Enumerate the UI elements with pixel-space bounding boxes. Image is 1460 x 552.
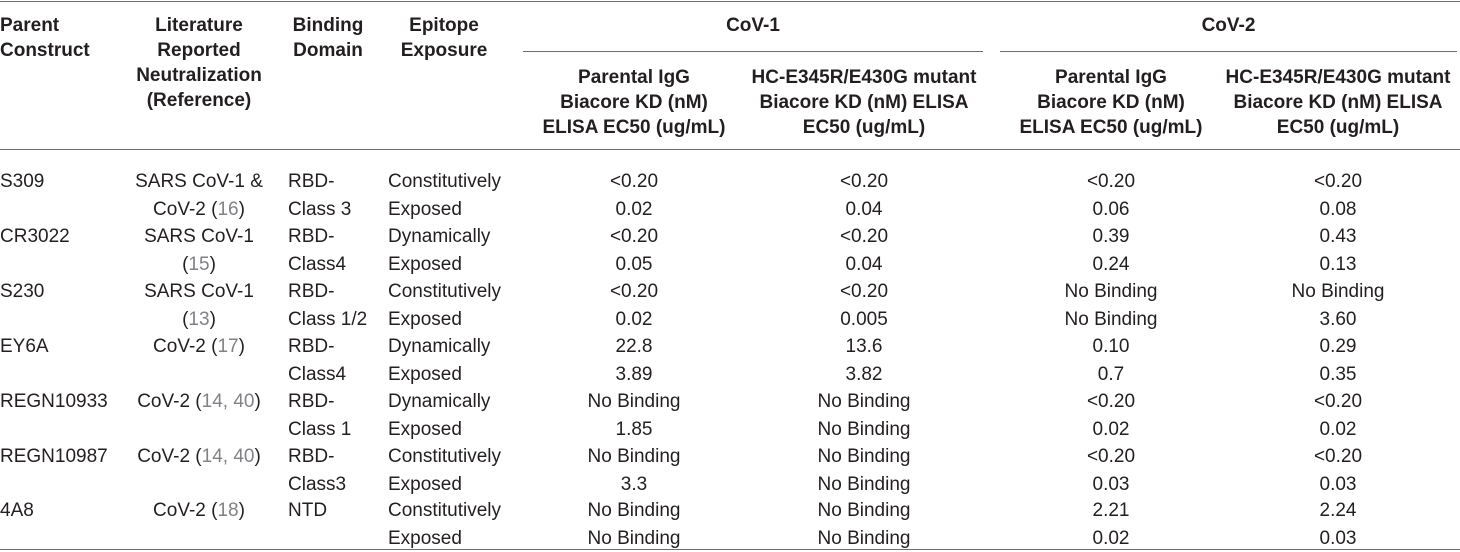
domain-cell: RBD- Class4 (288, 336, 347, 385)
literature-cell: CoV-2 (17) (153, 336, 245, 357)
cov2-group-rule (1000, 51, 1457, 52)
exposure-cell: Constitutively Exposed (388, 171, 501, 220)
cov1-mutant-cell: <0.20 0.005 (839, 281, 889, 330)
literature-cell: SARS CoV-1 (13) (144, 281, 254, 330)
cov2-parental-cell: 0.10 0.7 (1092, 336, 1130, 385)
literature-cell: CoV-2 (18) (153, 500, 245, 521)
domain-cell: RBD- Class 1 (288, 391, 352, 440)
exposure-cell: Constitutively Exposed (388, 500, 501, 549)
exposure-cell: Dynamically Exposed (388, 391, 491, 440)
cov2-mutant-cell: No Binding 3.60 (1291, 281, 1385, 330)
construct-cell: 4A8 (0, 500, 34, 521)
header-binding-domain: Binding Domain (292, 15, 364, 61)
cov2-parental-cell: <0.20 0.06 (1086, 171, 1136, 220)
cov2-mutant-cell: <0.20 0.03 (1313, 446, 1363, 495)
construct-cell: REGN10987 (0, 446, 108, 467)
cov1-mutant-cell: No Binding No Binding (817, 391, 911, 440)
cov1-mutant-cell: <0.20 0.04 (839, 171, 889, 220)
cov2-mutant-cell: <0.20 0.08 (1313, 171, 1363, 220)
domain-cell: NTD (288, 500, 328, 521)
cov1-mutant-cell: No Binding No Binding (817, 500, 911, 549)
cov1-mutant-cell: <0.20 0.04 (839, 226, 889, 275)
header-cov2-parental: Parental IgG Biacore KD (nM) ELISA EC50 … (1019, 67, 1203, 138)
header-cov1-mutant: HC-E345R/E430G mutant Biacore KD (nM) EL… (751, 67, 977, 138)
domain-cell: RBD- Class 3 (288, 171, 352, 220)
reference-link[interactable]: 17 (217, 336, 239, 357)
cov2-parental-cell: 0.39 0.24 (1092, 226, 1130, 275)
cov1-parental-cell: No Binding 3.3 (587, 446, 681, 495)
cov1-mutant-cell: No Binding No Binding (817, 446, 911, 495)
header-literature: Literature Reported Neutralization (Refe… (136, 15, 262, 111)
cov2-parental-cell: 2.21 0.02 (1092, 500, 1130, 549)
cov2-mutant-cell: 2.24 0.03 (1319, 500, 1357, 549)
exposure-cell: Constitutively Exposed (388, 446, 501, 495)
cov1-parental-cell: <0.20 0.02 (609, 281, 659, 330)
literature-cell: SARS CoV-1 (15) (144, 226, 254, 275)
reference-link[interactable]: 18 (217, 500, 239, 521)
literature-cell: SARS CoV-1 & CoV-2 (16) (135, 171, 263, 220)
cov1-parental-cell: No Binding 1.85 (587, 391, 681, 440)
cov2-mutant-cell: <0.20 0.02 (1313, 391, 1363, 440)
header-bottom-rule (0, 149, 1460, 150)
reference-link[interactable]: 14, 40 (201, 391, 255, 412)
construct-cell: EY6A (0, 336, 49, 357)
cov2-parental-cell: <0.20 0.02 (1086, 391, 1136, 440)
table-bottom-rule (0, 549, 1460, 550)
exposure-cell: Dynamically Exposed (388, 226, 491, 275)
reference-link[interactable]: 15 (188, 253, 210, 275)
header-group-cov1: CoV-1 (726, 15, 780, 36)
exposure-cell: Constitutively Exposed (388, 281, 501, 330)
cov1-parental-cell: 22.8 3.89 (615, 336, 653, 385)
domain-cell: RBD- Class3 (288, 446, 347, 495)
header-group-cov2: CoV-2 (1201, 15, 1256, 36)
exposure-cell: Dynamically Exposed (388, 336, 491, 385)
construct-cell: REGN10933 (0, 391, 108, 412)
header-parent-construct: Parent Construct (0, 15, 90, 61)
cov2-mutant-cell: 0.43 0.13 (1319, 226, 1357, 275)
construct-cell: CR3022 (0, 226, 70, 247)
literature-cell: CoV-2 (14, 40) (137, 391, 261, 412)
cov1-parental-cell: No Binding No Binding (587, 500, 681, 549)
construct-cell: S309 (0, 171, 45, 192)
table-top-rule (0, 1, 1460, 2)
reference-link[interactable]: 13 (188, 308, 210, 330)
cov1-mutant-cell: 13.6 3.82 (845, 336, 883, 385)
cov2-mutant-cell: 0.29 0.35 (1319, 336, 1357, 385)
header-epitope-exposure: Epitope Exposure (400, 15, 488, 61)
reference-link[interactable]: 14, 40 (201, 446, 255, 467)
cov2-parental-cell: No Binding No Binding (1064, 281, 1158, 330)
domain-cell: RBD- Class4 (288, 226, 347, 275)
cov1-group-rule (523, 51, 983, 52)
construct-cell: S230 (0, 281, 45, 302)
cov1-parental-cell: <0.20 0.05 (609, 226, 659, 275)
cov1-parental-cell: <0.20 0.02 (609, 171, 659, 220)
header-cov1-parental: Parental IgG Biacore KD (nM) ELISA EC50 … (542, 67, 726, 138)
header-cov2-mutant: HC-E345R/E430G mutant Biacore KD (nM) EL… (1225, 67, 1451, 138)
domain-cell: RBD- Class 1/2 (288, 281, 368, 330)
reference-link[interactable]: 16 (217, 198, 239, 220)
literature-cell: CoV-2 (14, 40) (137, 446, 261, 467)
cov2-parental-cell: <0.20 0.03 (1086, 446, 1136, 495)
